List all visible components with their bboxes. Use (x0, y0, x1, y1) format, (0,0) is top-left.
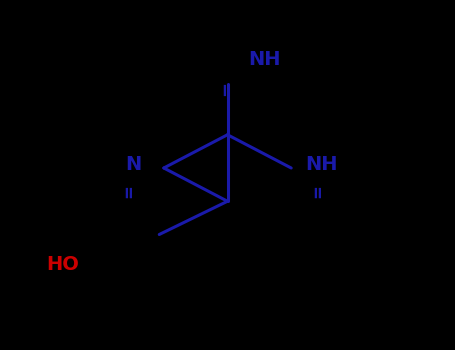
Text: =: = (121, 184, 139, 198)
Text: HO: HO (47, 255, 80, 274)
Text: N: N (125, 155, 141, 174)
Text: NH: NH (305, 155, 337, 174)
Text: =: = (309, 184, 328, 198)
Text: =: = (218, 80, 237, 96)
Text: NH: NH (248, 50, 280, 69)
